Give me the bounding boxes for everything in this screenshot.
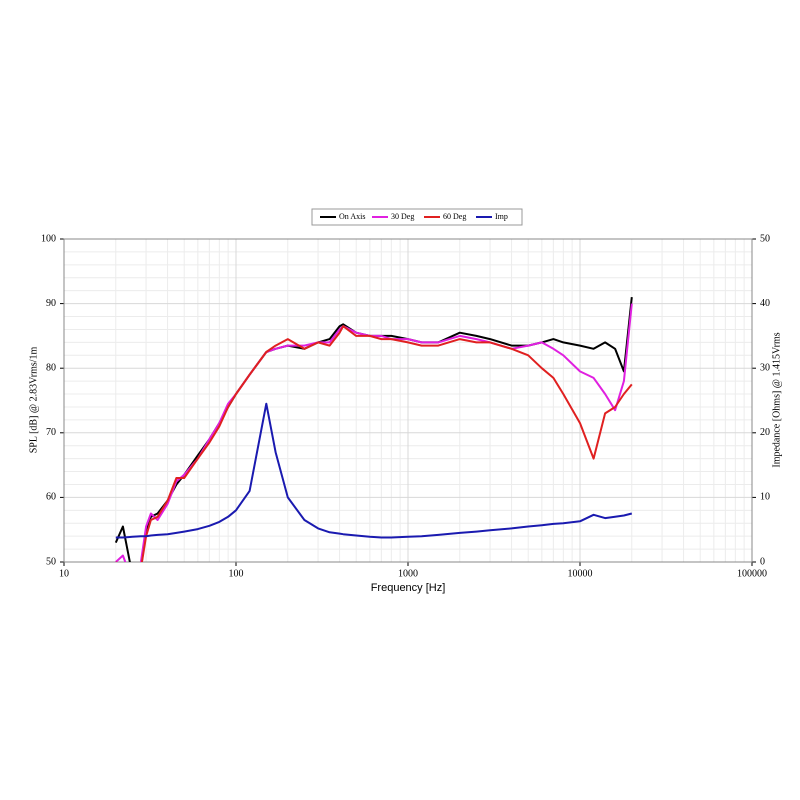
x-tick-label: 10000 [568, 568, 593, 579]
series-line [114, 296, 633, 562]
y-tick-label: 100 [41, 233, 56, 244]
x-axis-label: Frequency [Hz] [371, 582, 446, 594]
y2-tick-label: 10 [760, 492, 770, 503]
series-line [115, 303, 633, 562]
x-tick-label: 100000 [737, 568, 767, 579]
y2-tick-label: 40 [760, 298, 770, 309]
y2-axis-label: Impedance [Ohms] @ 1.415Vrms [771, 332, 782, 467]
y-tick-label: 60 [46, 492, 56, 503]
series-line [115, 325, 633, 562]
y-tick-label: 70 [46, 427, 56, 438]
plot-frame [63, 238, 753, 563]
y2-tick-label: 0 [760, 556, 765, 567]
x-tick-label: 100 [229, 568, 244, 579]
y-tick-label: 90 [46, 298, 56, 309]
legend-label: Imp [495, 212, 508, 221]
legend-label: 30 Deg [391, 212, 414, 221]
y-axis-label: SPL [dB] @ 2.83Vrms/1m [28, 346, 39, 453]
legend-label: 60 Deg [443, 212, 466, 221]
plot-area [114, 296, 633, 562]
x-tick-label: 10 [59, 568, 69, 579]
y2-tick-label: 50 [760, 233, 770, 244]
x-tick-label: 1000 [398, 568, 418, 579]
y-tick-label: 50 [46, 556, 56, 567]
legend-label: On Axis [339, 212, 365, 221]
series-line [115, 402, 633, 539]
y2-tick-label: 20 [760, 427, 770, 438]
y-tick-label: 80 [46, 362, 56, 373]
legend-box [311, 208, 523, 226]
y2-tick-label: 30 [760, 362, 770, 373]
